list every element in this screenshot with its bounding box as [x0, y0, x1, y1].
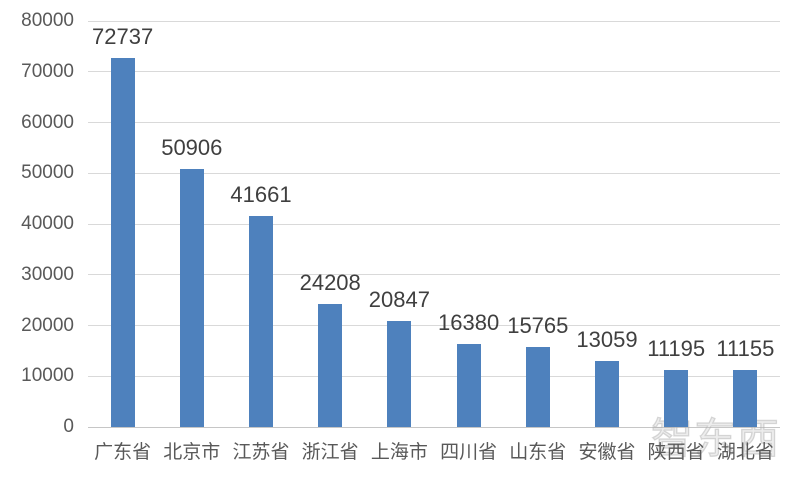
gridline: [88, 325, 780, 326]
gridline: [88, 20, 780, 22]
x-axis-line: [88, 426, 780, 428]
gridline: [88, 375, 780, 377]
bar: [525, 346, 550, 427]
bar: [664, 370, 689, 427]
gridline: [88, 223, 780, 225]
bar-value-label: 15765: [507, 312, 569, 338]
bar-value-label: 16380: [438, 309, 500, 335]
bar: [179, 168, 204, 427]
y-axis-tick-label: 0: [63, 416, 74, 437]
y-axis-tick-label: 80000: [21, 10, 74, 31]
x-axis-category-label: 陕西省: [647, 442, 705, 463]
bar-value-label: 72737: [92, 23, 154, 49]
gridline: [88, 71, 780, 73]
bar-value-label: 50906: [161, 134, 223, 160]
x-axis-category-label: 湖北省: [716, 442, 774, 463]
x-axis-category-label: 山东省: [509, 442, 567, 463]
bar: [595, 360, 619, 427]
y-axis-tick-label: 30000: [21, 263, 74, 285]
x-axis-category-label: 北京市: [163, 442, 221, 463]
x-axis-category-label: 安徽省: [578, 442, 636, 463]
y-axis-tick-label: 70000: [21, 60, 74, 82]
x-axis-category-label: 四川省: [440, 442, 498, 463]
bar-value-label: 13059: [576, 326, 638, 352]
x-axis-category-label: 浙江省: [301, 442, 359, 463]
bar: [249, 215, 273, 427]
bar: [387, 321, 412, 427]
y-axis-tick-label: 60000: [21, 111, 74, 133]
y-axis-tick-label: 50000: [21, 162, 74, 184]
bar: [110, 57, 135, 427]
x-axis-category-label: 上海市: [370, 442, 428, 463]
x-axis-category-label: 江苏省: [232, 442, 290, 463]
bar: [456, 343, 481, 427]
gridline: [88, 172, 780, 174]
bar-value-label: 24208: [299, 270, 361, 296]
bar: [733, 370, 758, 427]
bar-value-label: 11195: [647, 336, 706, 362]
bar-value-label: 41661: [230, 181, 292, 207]
y-axis-tick-label: 40000: [21, 213, 74, 234]
y-axis-tick-label: 20000: [21, 314, 74, 336]
bar: [318, 304, 343, 427]
x-axis-category-label: 广东省: [94, 442, 152, 463]
y-axis-tick-label: 10000: [21, 365, 74, 387]
bar-value-label: 11155: [716, 336, 775, 362]
gridline: [88, 122, 780, 123]
bar-value-label: 20847: [368, 287, 430, 313]
gridline: [88, 274, 780, 276]
